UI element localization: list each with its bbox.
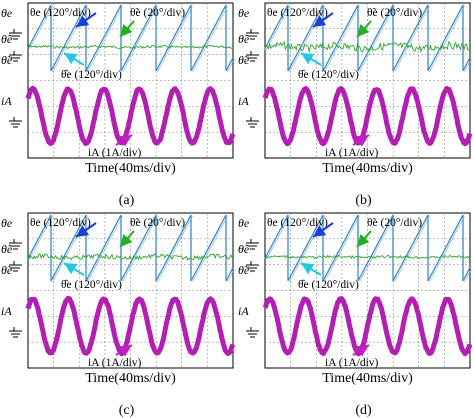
ground-marker-theta: [9, 239, 22, 250]
theta-error-trace: [27, 44, 233, 50]
arrow-error: [119, 230, 135, 248]
ground-marker-current: [246, 327, 259, 338]
channel-label: θ̂e: [1, 242, 13, 256]
arrow-error: [119, 20, 135, 38]
theta-sawtooth: [27, 4, 234, 72]
theta-estimate-sawtooth: [29, 5, 235, 73]
panel-d: θe θ̂e θ̃e iA θe (120°/div) θ̃e (20°/div) θ̂e …: [238, 212, 473, 418]
annotation-error: θ̃e (20°/div): [367, 7, 422, 19]
theta-error-trace: [27, 253, 233, 261]
channel-label: iA: [238, 304, 249, 318]
channel-label: θ̂e: [238, 32, 250, 46]
channel-label: θ̃e: [238, 263, 250, 277]
channel-label: θ̃e: [238, 53, 250, 67]
theta-estimate-sawtooth: [266, 5, 472, 73]
current-waveform: [262, 85, 473, 147]
annotation-theta: θe (120°/div): [30, 7, 91, 19]
ground-marker-theta: [9, 29, 22, 40]
annotation-current: iA (1A/div): [325, 147, 379, 159]
channel-label: iA: [1, 304, 12, 318]
annotation-error: θ̃e (20°/div): [130, 217, 185, 229]
channel-label: θe: [238, 216, 250, 230]
arrow-current: [352, 134, 370, 147]
channel-label: θ̂e: [1, 32, 13, 46]
channel-label: iA: [238, 94, 249, 108]
channel-label: θe: [238, 6, 250, 20]
panel-caption: (c): [119, 403, 135, 418]
arrow-estimate: [63, 262, 85, 276]
channel-label: iA: [1, 94, 12, 108]
arrow-theta: [75, 222, 97, 238]
ground-marker-current: [246, 117, 259, 128]
arrow-estimate: [300, 262, 322, 276]
ground-marker-current: [9, 327, 22, 338]
ground-marker-error: [9, 51, 22, 62]
annotation-theta: θe (120°/div): [267, 217, 328, 229]
theta-sawtooth: [27, 214, 234, 282]
arrow-error: [356, 20, 372, 38]
x-axis-label: Time(40ms/div): [322, 371, 413, 386]
annotation-error: θ̃e (20°/div): [367, 217, 422, 229]
ground-marker-error: [246, 51, 259, 62]
current-waveform: [25, 295, 236, 357]
annotation-current: iA (1A/div): [88, 147, 142, 159]
annotation-estimate: θ̂e (120°/div): [298, 279, 359, 291]
theta-estimate-sawtooth: [29, 215, 235, 283]
channel-label: θ̃e: [1, 263, 13, 277]
panel-b: θe θ̂e θ̃e iA θe (120°/div) θ̃e (20°/div) θ̂e …: [238, 2, 473, 208]
arrow-error: [356, 230, 372, 248]
channel-label: θe: [1, 216, 13, 230]
current-waveform: [25, 85, 236, 147]
ground-marker-theta: [246, 239, 259, 250]
panel-caption: (d): [355, 403, 372, 418]
ground-marker-error: [9, 261, 22, 272]
annotation-theta: θe (120°/div): [267, 7, 328, 19]
annotation-estimate: θ̂e (120°/div): [61, 279, 122, 291]
arrow-theta: [75, 12, 97, 28]
theta-sawtooth: [264, 214, 471, 282]
ground-marker-theta: [246, 29, 259, 40]
annotation-estimate: θ̂e (120°/div): [61, 69, 122, 81]
x-axis-label: Time(40ms/div): [85, 371, 176, 386]
arrow-estimate: [63, 52, 85, 66]
x-axis-label: Time(40ms/div): [85, 161, 176, 176]
channel-label: θ̂e: [238, 242, 250, 256]
theta-error-trace: [264, 41, 470, 53]
annotation-theta: θe (120°/div): [30, 217, 91, 229]
panel-caption: (a): [119, 193, 135, 208]
annotation-current: iA (1A/div): [325, 357, 379, 369]
panel-caption: (b): [355, 193, 372, 208]
panel-a: θe θ̂e θ̃e iA θe (120°/div) θ̃e (20°/div) θ̂e …: [1, 2, 236, 208]
x-axis-label: Time(40ms/div): [322, 161, 413, 176]
panel-c: θe θ̂e θ̃e iA θe (120°/div) θ̃e (20°/div) θ̂e …: [1, 212, 236, 418]
annotation-current: iA (1A/div): [88, 357, 142, 369]
channel-label: θe: [1, 6, 13, 20]
annotation-estimate: θ̂e (120°/div): [298, 69, 359, 81]
theta-error-trace: [264, 254, 470, 260]
arrow-current: [115, 344, 133, 357]
current-waveform: [262, 296, 473, 357]
annotation-error: θ̃e (20°/div): [130, 7, 185, 19]
theta-estimate-sawtooth: [266, 215, 472, 283]
arrow-estimate: [300, 52, 322, 66]
arrow-current: [115, 134, 133, 147]
arrow-current: [352, 344, 370, 357]
ground-marker-error: [246, 261, 259, 272]
theta-sawtooth: [264, 4, 471, 72]
arrow-theta: [312, 12, 334, 28]
arrow-theta: [312, 222, 334, 238]
ground-marker-current: [9, 117, 22, 128]
channel-label: θ̃e: [1, 53, 13, 67]
